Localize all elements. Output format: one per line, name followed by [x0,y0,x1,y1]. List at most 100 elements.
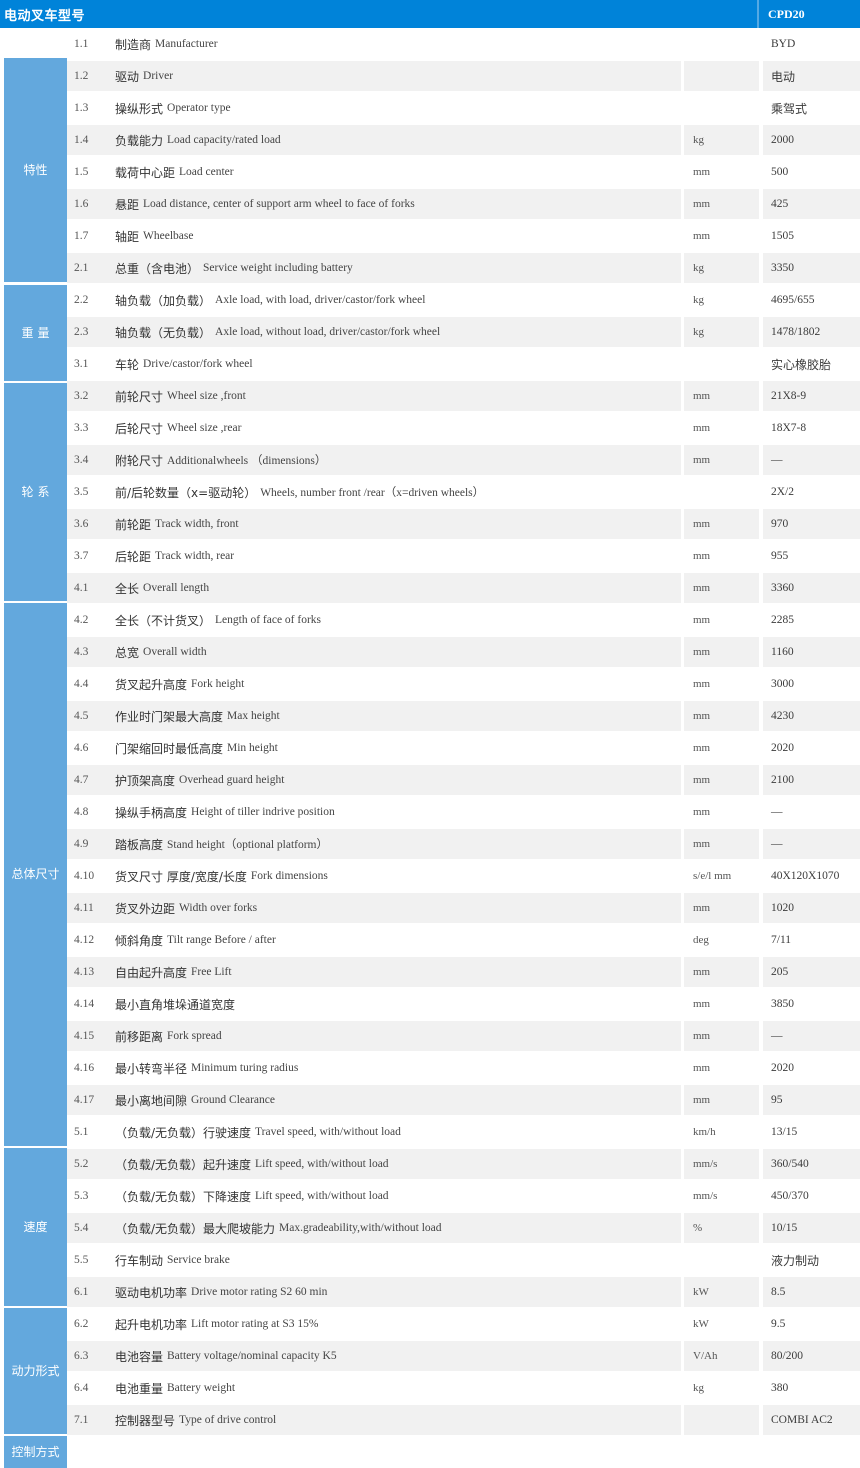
row-value-text: 205 [771,966,789,978]
row-description-cn: 全长（不计货叉） [115,613,212,628]
table-row: 4.17 最小离地间隙 Ground Clearance mm 95 [67,1084,860,1116]
row-description-en: Battery voltage/nominal capacity K5 [167,1350,337,1362]
row-value: 80/200 [763,1341,860,1371]
table-row: 6.2 起升电机功率 Lift motor rating at S3 15% kW 9.… [67,1308,860,1340]
row-unit: mm [693,678,711,690]
row-unit: mm [684,189,759,219]
row-value: — [763,445,860,475]
row-number: 4.5 [67,701,111,731]
row-description-en: Minimum turing radius [191,1062,299,1074]
row-description-cn: 电池容量 [115,1349,164,1364]
row-value: 1160 [763,637,860,667]
row-description-cn: 总重（含电池） [115,261,200,276]
row-description-cn: 负载能力 [115,133,164,148]
row-number: 3.6 [67,509,111,539]
row-description-en: Fork spread [167,1030,222,1042]
row-description-en: Service brake [167,1254,230,1266]
row-value: 3360 [763,573,860,603]
row-value-text: 970 [771,518,789,530]
row-value-text: 425 [771,198,789,210]
row-unit: mm [693,230,711,242]
row-description: 前轮尺寸 Wheel size ,front [111,381,681,411]
row-description: 全长（不计货叉） Length of face of forks [111,605,681,635]
row-unit: km/h [693,1126,716,1138]
row-number: 1.5 [74,166,89,178]
table-row: 6.3 电池容量 Battery voltage/nominal capacity … [67,1340,860,1372]
row-description: 悬距 Load distance, center of support arm w… [111,189,681,219]
row-description: （负载/无负载）下降速度 Lift speed, with/without loa… [111,1181,681,1211]
table-row: 5.5 行车制动 Service brake 液力制动 [67,1244,860,1276]
row-description: 作业时门架最大高度 Max height [111,701,681,731]
row-unit: kW [684,1277,759,1307]
row-number: 4.8 [74,806,89,818]
table-row: 3.4 附轮尺寸 Additionalwheels （dimensions） mm — [67,444,860,476]
row-number: 6.2 [74,1318,89,1330]
row-unit: kg [693,1382,704,1394]
row-value-text: 4695/655 [771,294,815,306]
row-description-cn: 行车制动 [115,1253,164,1268]
row-description: 操纵形式 Operator type [111,93,681,123]
table-row: 4.12 倾斜角度 Tilt range Before / after deg 7/11 [67,924,860,956]
row-description-cn: 后轮尺寸 [115,421,164,436]
row-value-text: 液力制动 [771,1253,820,1268]
row-number: 3.4 [67,445,111,475]
row-description-en: Wheels, number front /rear（x=driven whee… [260,487,485,499]
row-value: 7/11 [763,925,860,955]
row-description-en: Max.gradeability,with/without load [279,1222,442,1234]
row-number: 4.1 [67,573,111,603]
category-block: 速度 [4,1148,67,1306]
table-row: 6.1 驱动电机功率 Drive motor rating S2 60 min kW 8… [67,1276,860,1308]
row-number: 4.7 [67,765,111,795]
row-unit: mm [684,1085,759,1115]
table-row: 4.14 最小直角堆垛通道宽度 mm 3850 [67,988,860,1020]
row-unit: mm [684,637,759,667]
row-description-en: Max height [227,710,280,722]
row-description: 行车制动 Service brake [111,1245,681,1275]
row-value-text: 1020 [771,902,794,914]
row-number: 7.1 [67,1405,111,1435]
row-number: 3.2 [67,381,111,411]
row-value: 2285 [763,605,860,635]
row-number: 4.15 [67,1021,111,1051]
row-description: 电池容量 Battery voltage/nominal capacity K5 [111,1341,681,1371]
row-description-cn: 货叉尺寸 厚度/宽度/长度 [115,869,247,884]
row-description-en: Wheelbase [143,230,194,242]
row-description-cn: 最小转弯半径 [115,1061,188,1076]
row-number: 6.4 [74,1382,89,1394]
row-description: 前移距离 Fork spread [111,1021,681,1051]
row-description: 车轮 Drive/castor/fork wheel [111,349,681,379]
row-value-text: 2100 [771,774,794,786]
row-value-text: 2000 [771,134,794,146]
row-description-en: Load distance, center of support arm whe… [143,198,415,210]
table-row: 4.7 护顶架高度 Overhead guard height mm 2100 [67,764,860,796]
row-description-cn: 轴负载（无负载） [115,325,212,340]
row-number: 1.4 [67,125,111,155]
row-unit: mm [693,614,711,626]
row-description: （负载/无负载）最大爬坡能力 Max.gradeability,with/with… [111,1213,681,1243]
row-value-text: 40X120X1070 [771,870,840,882]
row-value: 3350 [763,253,860,283]
row-number: 1.1 [74,38,89,50]
row-unit: mm [684,957,759,987]
table-row: 5.2 （负载/无负载）起升速度 Lift speed, with/without … [67,1148,860,1180]
row-number: 5.1 [74,1126,89,1138]
row-value: 10/15 [763,1213,860,1243]
table-row: 4.5 作业时门架最大高度 Max height mm 4230 [67,700,860,732]
row-description: 驱动 Driver [111,61,681,91]
row-description-cn: 轴距 [115,229,140,244]
category-block: 轮系 [4,383,67,601]
row-value: 9.5 [763,1309,860,1339]
row-unit [684,1245,759,1275]
row-description-en: Additionalwheels （dimensions） [167,455,327,467]
row-description-cn: 踏板高度 [115,837,164,852]
row-description-en: Ground Clearance [191,1094,275,1106]
row-description-cn: 驱动电机功率 [115,1285,188,1300]
row-description: 总宽 Overall width [111,637,681,667]
table-row: 3.2 前轮尺寸 Wheel size ,front mm 21X8-9 [67,380,860,412]
table-row: 1.3 操纵形式 Operator type 乘驾式 [67,92,860,124]
row-value-text: 955 [771,550,789,562]
table-row: 4.11 货叉外边距 Width over forks mm 1020 [67,892,860,924]
table-row: 1.1 制造商 Manufacturer BYD [67,28,860,60]
row-value: 970 [763,509,860,539]
